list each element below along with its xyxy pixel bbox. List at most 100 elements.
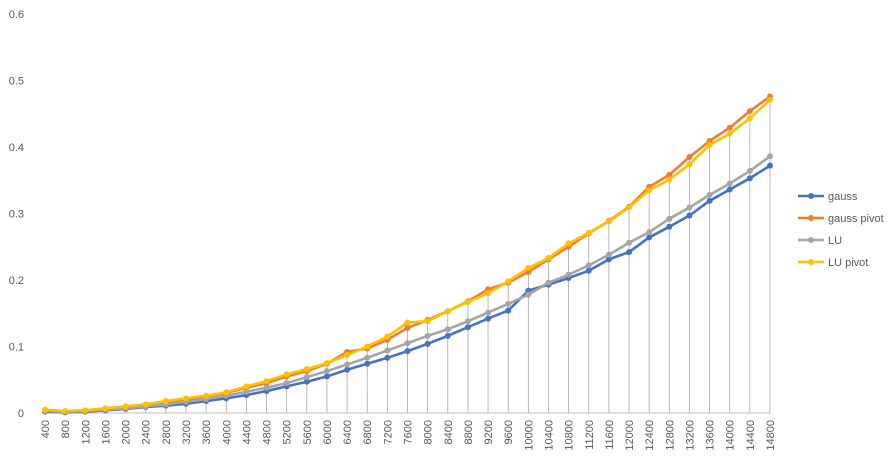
data-point	[605, 256, 612, 263]
data-point	[666, 223, 673, 230]
x-tick-label: 12800	[664, 420, 676, 451]
data-point	[122, 403, 129, 410]
data-point	[283, 380, 290, 387]
data-point	[243, 383, 250, 390]
legend-label: gauss	[828, 191, 858, 203]
data-point	[344, 352, 351, 359]
data-point	[626, 204, 633, 211]
x-tick-label: 3200	[181, 420, 193, 444]
x-tick-label: 11200	[584, 420, 596, 450]
data-point	[525, 291, 532, 298]
data-point	[726, 186, 733, 193]
x-axis: 400 800 1200 1600 2000 2400 2800 3200 3600 4000 44…	[40, 412, 777, 451]
data-point	[364, 343, 371, 350]
data-point	[686, 212, 693, 219]
x-tick-label: 4000	[221, 420, 233, 444]
legend-entry: LU	[798, 235, 842, 247]
x-tick-label: 400	[40, 420, 52, 438]
x-tick-label: 2000	[121, 420, 133, 444]
data-point	[585, 262, 592, 269]
x-tick-label: 6000	[322, 420, 334, 444]
data-point	[344, 366, 351, 373]
data-point	[726, 124, 733, 131]
y-tick-label: 0.5	[9, 76, 24, 88]
data-point	[746, 115, 753, 122]
data-point	[746, 167, 753, 174]
x-tick-label: 10400	[543, 420, 555, 451]
x-tick-label: 13200	[684, 420, 696, 451]
y-tick-label: 0.1	[9, 342, 24, 354]
x-tick-label: 9200	[483, 420, 495, 444]
x-tick-label: 3600	[201, 420, 213, 444]
data-point	[767, 96, 773, 103]
data-point	[585, 267, 592, 274]
data-point	[444, 308, 451, 315]
data-point	[666, 171, 673, 178]
x-tick-label: 7600	[403, 420, 415, 444]
data-point	[706, 142, 713, 149]
data-point	[605, 251, 612, 258]
data-point	[706, 191, 713, 198]
data-point	[303, 366, 310, 373]
data-point	[42, 406, 48, 413]
legend-entry: LU pivot	[798, 257, 868, 269]
data-point	[404, 324, 411, 331]
y-tick-label: 0.3	[9, 209, 24, 221]
x-tick-label: 7200	[382, 420, 394, 444]
data-point	[444, 326, 451, 333]
data-point	[323, 373, 330, 380]
data-point	[706, 197, 713, 204]
data-point	[686, 153, 693, 160]
legend-swatch-marker	[808, 193, 814, 199]
data-point	[746, 175, 753, 182]
data-point	[485, 315, 492, 322]
data-point	[404, 340, 411, 347]
data-point	[646, 234, 653, 241]
y-tick-label: 0.4	[9, 142, 24, 154]
data-point	[303, 374, 310, 381]
x-tick-label: 14400	[745, 420, 757, 451]
data-point	[323, 368, 330, 375]
data-point	[464, 298, 471, 305]
series-lu-pivot	[42, 96, 773, 415]
data-point	[626, 239, 633, 246]
x-tick-label: 5200	[282, 420, 294, 444]
data-point	[344, 361, 351, 368]
data-point	[444, 332, 451, 339]
x-tick-label: 14000	[725, 420, 737, 451]
data-point	[142, 401, 149, 408]
y-tick-label: 0.2	[9, 275, 24, 287]
y-axis: 0 0.1 0.2 0.3 0.4 0.5 0.6	[9, 9, 24, 420]
x-tick-label: 8400	[443, 420, 455, 444]
data-point	[726, 180, 733, 187]
x-tick-label: 1600	[100, 420, 112, 444]
data-point	[646, 229, 653, 236]
legend-swatch-marker	[808, 215, 814, 221]
data-point	[102, 405, 109, 412]
data-point	[384, 333, 391, 340]
data-point	[666, 176, 673, 183]
data-point	[223, 389, 230, 396]
x-tick-label: 4400	[241, 420, 253, 444]
data-point	[323, 360, 330, 367]
legend-swatch-marker	[808, 259, 814, 265]
data-point	[464, 324, 471, 331]
data-point	[464, 318, 471, 325]
x-tick-label: 12000	[624, 420, 636, 451]
data-point	[646, 187, 653, 194]
data-point	[243, 388, 250, 395]
legend: gauss gauss pivot LU LU pivot	[798, 191, 884, 269]
data-point	[404, 348, 411, 355]
data-point	[62, 408, 69, 415]
data-point	[746, 108, 753, 115]
data-point	[182, 395, 189, 402]
data-point	[565, 271, 572, 278]
data-point	[384, 347, 391, 354]
x-tick-label: 12400	[644, 420, 656, 451]
data-point	[505, 278, 512, 285]
data-point	[263, 378, 270, 385]
x-tick-label: 9600	[503, 420, 515, 444]
data-point	[283, 371, 290, 378]
y-tick-label: 0	[18, 408, 24, 420]
